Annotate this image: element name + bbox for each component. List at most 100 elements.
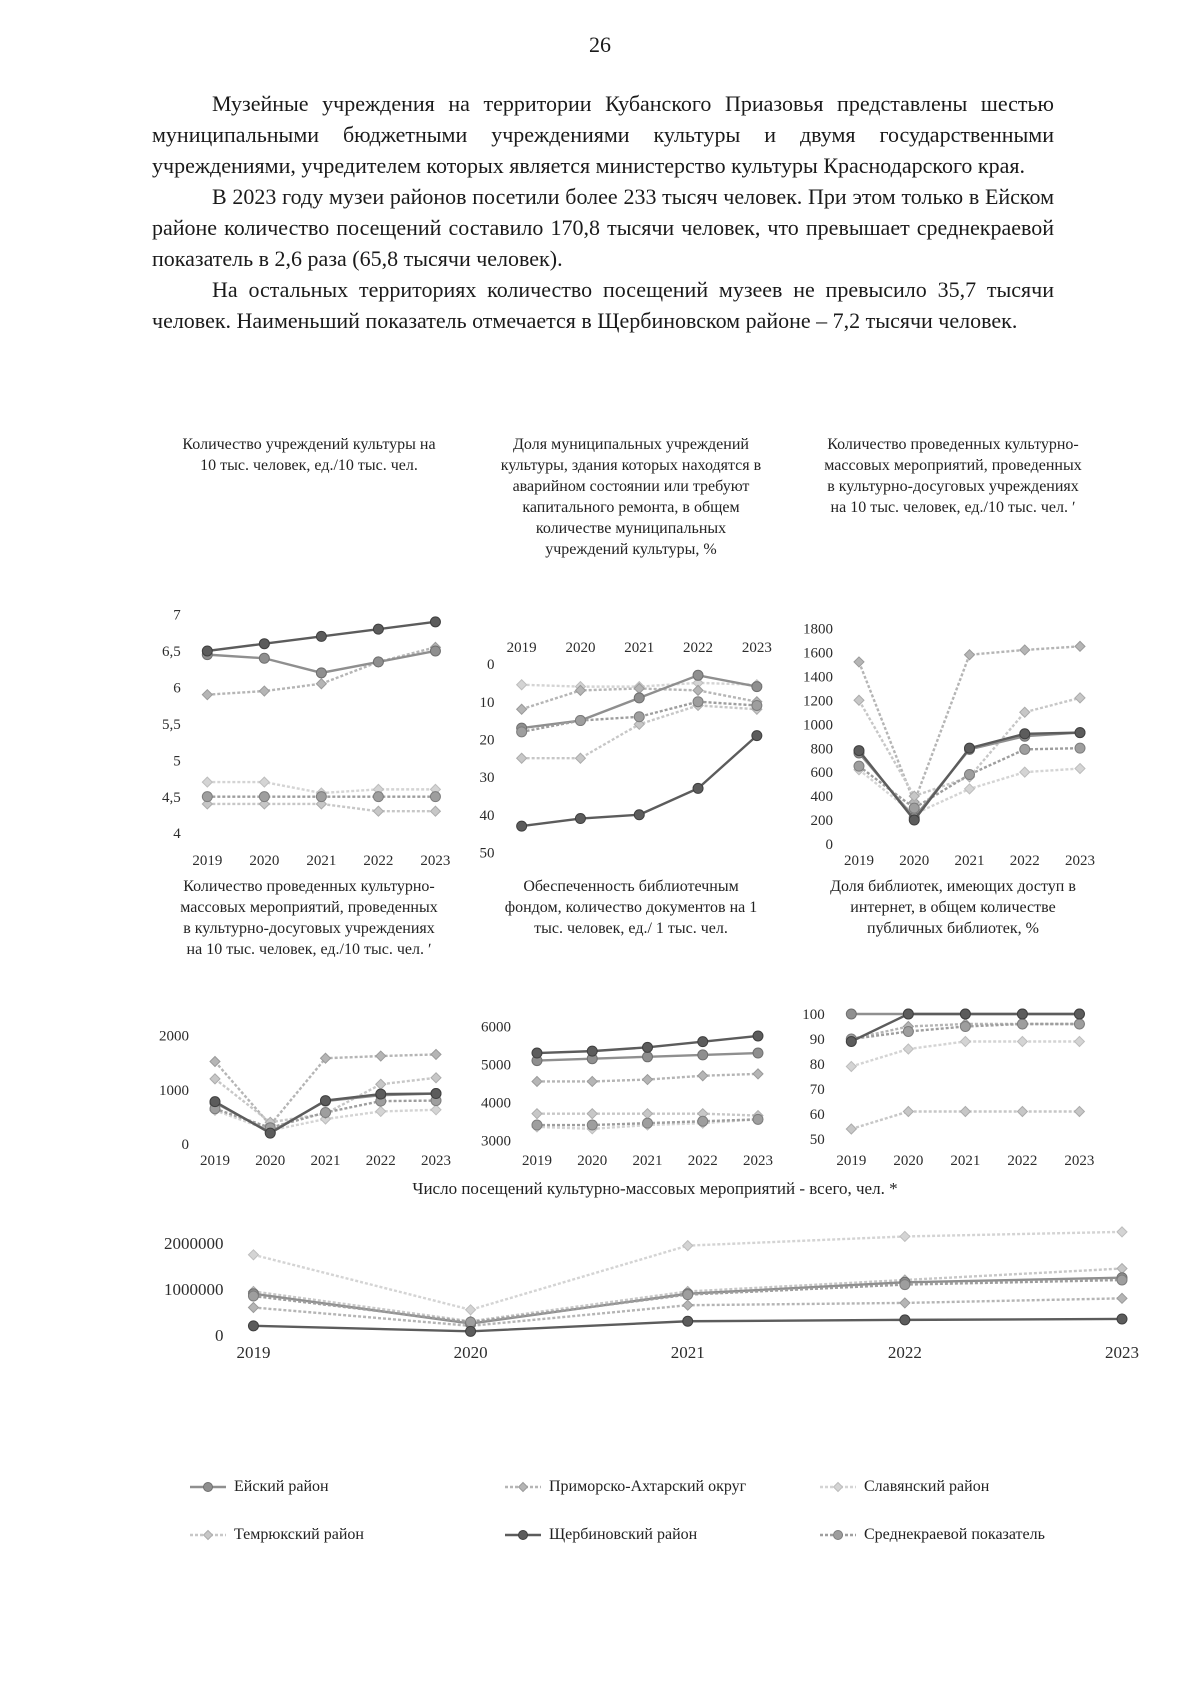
svg-text:2022: 2022 xyxy=(366,1153,396,1169)
svg-text:600: 600 xyxy=(811,765,834,781)
svg-text:2020: 2020 xyxy=(565,640,595,656)
svg-text:2023: 2023 xyxy=(1064,1153,1094,1169)
chart-events-per-10k-b: Количество проведенных культурно-массовы… xyxy=(148,870,470,1170)
charts-grid: Количество учреждений культуры на 10 тыс… xyxy=(148,428,1114,1170)
chart-library-internet: Доля библиотек, имеющих доступ в интерне… xyxy=(792,870,1114,1170)
svg-text:2023: 2023 xyxy=(743,1153,773,1169)
svg-text:6: 6 xyxy=(173,681,181,697)
legend-item-primorsko-akhtarsky: Приморско-Ахтарский округ xyxy=(503,1478,818,1496)
chart-events-per-10k-a-canvas: 0 200 400 600 800 1000 1200 1400 1600 1800 2019 202… xyxy=(803,621,1095,869)
legend-item-shcherbinovsky: Щербиновский район xyxy=(503,1526,818,1544)
svg-text:2020: 2020 xyxy=(454,1343,488,1362)
svg-text:2019: 2019 xyxy=(522,1153,552,1169)
chart-library-fund-canvas: 3000 4000 5000 6000 2019 2020 2021 2022 2023 xyxy=(481,1020,773,1169)
line-marker-icon xyxy=(505,1530,541,1540)
svg-text:1400: 1400 xyxy=(803,669,833,685)
svg-text:50: 50 xyxy=(810,1132,825,1148)
line-marker-icon xyxy=(190,1482,226,1492)
svg-text:200: 200 xyxy=(811,813,834,829)
legend-item-krai-average: Среднекраевой показатель xyxy=(818,1526,1133,1544)
chart-title: Доля муниципальных учреждений культуры, … xyxy=(500,436,762,558)
paragraph-museums: Музейные учреждения на территории Кубанс… xyxy=(152,91,1054,178)
chart-event-visits-total: Число посещений культурно-массовых мероп… xyxy=(150,1172,1160,1363)
svg-text:4: 4 xyxy=(173,826,181,842)
svg-text:70: 70 xyxy=(810,1082,825,1098)
svg-text:5000: 5000 xyxy=(481,1057,511,1073)
svg-text:400: 400 xyxy=(811,789,834,805)
chart-buildings-disrepair-canvas: 0 10 20 30 40 50 2019 2020 2021 2022 2023 xyxy=(480,640,772,862)
chart-library-fund: Обеспеченность библиотечным фондом, коли… xyxy=(470,870,792,1170)
paragraph-visits-2023: В 2023 году музеи районов посетили более… xyxy=(152,184,1054,271)
legend-item-temryuksky: Темрюкский район xyxy=(188,1526,503,1544)
legend-label: Щербиновский район xyxy=(549,1526,698,1543)
chart-title: Количество учреждений культуры на 10 тыс… xyxy=(182,436,436,474)
svg-text:100: 100 xyxy=(802,1007,825,1023)
legend-label: Приморско-Ахтарский округ xyxy=(549,1478,747,1495)
svg-text:2022: 2022 xyxy=(363,853,393,869)
svg-text:2022: 2022 xyxy=(1007,1153,1037,1169)
svg-text:2021: 2021 xyxy=(955,853,985,869)
svg-text:2020: 2020 xyxy=(249,853,279,869)
svg-text:2023: 2023 xyxy=(420,853,450,869)
chart-events-per-10k-b-canvas: 0 1000 2000 2019 2020 2021 2022 2023 xyxy=(159,1029,451,1169)
svg-text:2000: 2000 xyxy=(159,1029,189,1045)
svg-text:6000: 6000 xyxy=(481,1020,511,1036)
svg-text:3000: 3000 xyxy=(481,1133,511,1149)
svg-text:2019: 2019 xyxy=(844,853,874,869)
svg-text:2021: 2021 xyxy=(633,1153,663,1169)
svg-text:2021: 2021 xyxy=(671,1343,705,1362)
chart-culture-institutions-canvas: 4 4,5 5 5,5 6 6,5 7 2019 2020 2021 2022 2023 xyxy=(162,608,450,869)
svg-text:0: 0 xyxy=(182,1137,190,1153)
svg-text:7: 7 xyxy=(173,608,181,624)
svg-text:2021: 2021 xyxy=(311,1153,341,1169)
body-text: Музейные учреждения на территории Кубанс… xyxy=(152,88,1054,336)
svg-text:0: 0 xyxy=(215,1326,224,1345)
chart-title: Количество проведенных культурно-массовы… xyxy=(824,436,1082,516)
svg-text:5,5: 5,5 xyxy=(162,717,181,733)
svg-text:6,5: 6,5 xyxy=(162,644,181,660)
svg-text:80: 80 xyxy=(810,1057,825,1073)
svg-text:4,5: 4,5 xyxy=(162,790,181,806)
svg-text:4000: 4000 xyxy=(481,1095,511,1111)
chart-title: Доля библиотек, имеющих доступ в интерне… xyxy=(830,878,1076,937)
svg-text:5: 5 xyxy=(173,753,181,769)
chart-library-internet-canvas: 50 60 70 80 90 100 2019 2020 2021 2022 2023 xyxy=(802,1007,1094,1169)
page-number: 26 xyxy=(589,32,611,57)
chart-events-per-10k-a: Количество проведенных культурно-массовы… xyxy=(792,428,1114,870)
svg-text:2022: 2022 xyxy=(1010,853,1040,869)
chart-title: Обеспеченность библиотечным фондом, коли… xyxy=(504,878,758,937)
line-marker-icon xyxy=(820,1530,856,1540)
legend-label: Среднекраевой показатель xyxy=(864,1526,1045,1543)
svg-text:10: 10 xyxy=(480,695,495,711)
svg-text:1200: 1200 xyxy=(803,693,833,709)
svg-text:2019: 2019 xyxy=(192,853,222,869)
svg-text:2023: 2023 xyxy=(742,640,772,656)
svg-text:1000000: 1000000 xyxy=(164,1280,224,1299)
svg-text:1000: 1000 xyxy=(159,1083,189,1099)
svg-text:0: 0 xyxy=(487,657,495,673)
svg-text:1800: 1800 xyxy=(803,621,833,637)
svg-text:2019: 2019 xyxy=(507,640,537,656)
svg-text:2023: 2023 xyxy=(421,1153,451,1169)
svg-text:2022: 2022 xyxy=(888,1343,922,1362)
svg-text:2020: 2020 xyxy=(899,853,929,869)
svg-text:2019: 2019 xyxy=(836,1153,866,1169)
svg-text:2020: 2020 xyxy=(577,1153,607,1169)
svg-text:90: 90 xyxy=(810,1032,825,1048)
svg-text:2020: 2020 xyxy=(893,1153,923,1169)
svg-text:60: 60 xyxy=(810,1107,825,1123)
svg-text:2022: 2022 xyxy=(688,1153,718,1169)
chart-event-visits-total-canvas: 0 1000000 2000000 2019 2020 2021 2022 2023 xyxy=(164,1226,1139,1362)
legend-label: Ейский район xyxy=(234,1478,329,1495)
chart-culture-institutions: Количество учреждений культуры на 10 тыс… xyxy=(148,428,470,870)
svg-text:2020: 2020 xyxy=(255,1153,285,1169)
line-marker-icon xyxy=(820,1481,856,1493)
legend-label: Славянский район xyxy=(864,1478,990,1495)
svg-text:2022: 2022 xyxy=(683,640,713,656)
svg-text:800: 800 xyxy=(811,741,834,757)
svg-text:30: 30 xyxy=(480,770,495,786)
svg-text:20: 20 xyxy=(480,732,495,748)
svg-text:2023: 2023 xyxy=(1105,1343,1139,1362)
chart-title: Число посещений культурно-массовых мероп… xyxy=(412,1179,898,1198)
